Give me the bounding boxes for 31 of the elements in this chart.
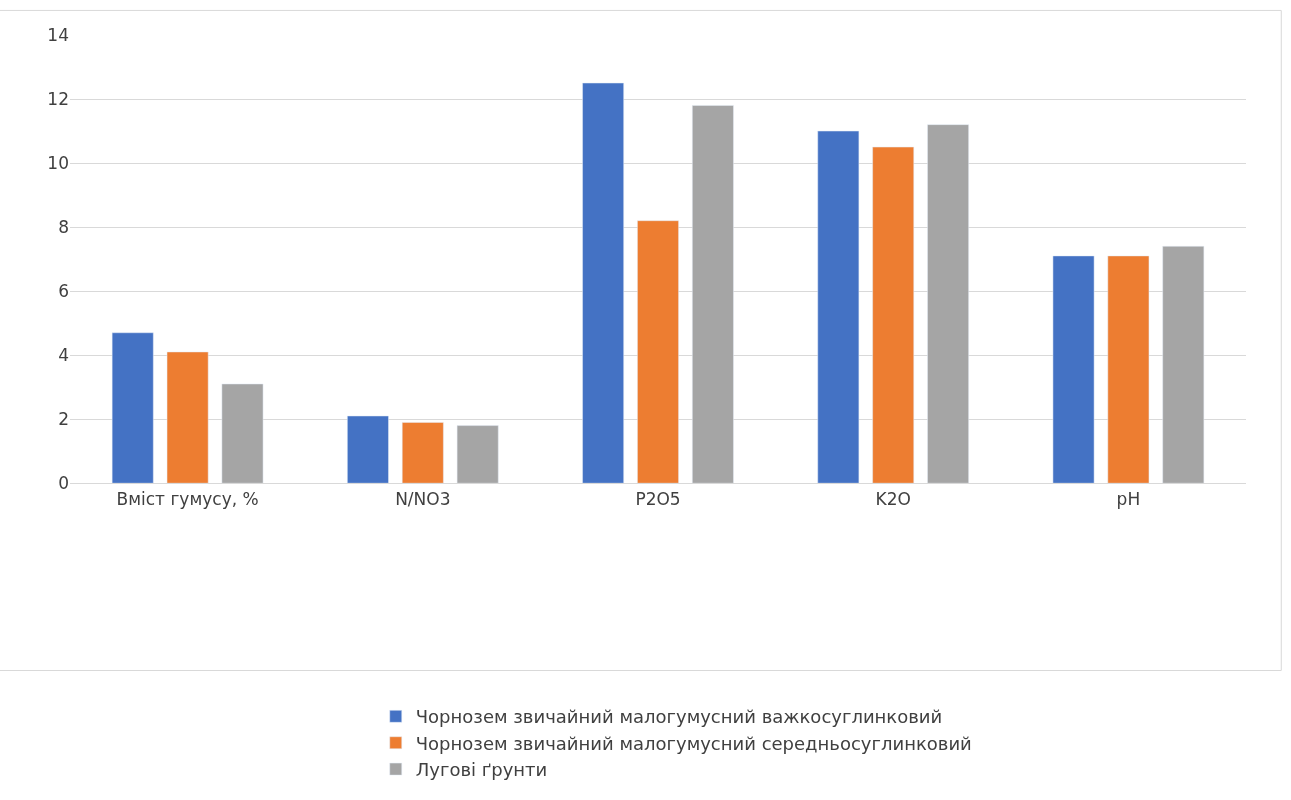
y-tick-label: 0 (58, 473, 69, 494)
y-tick-label: 10 (47, 153, 69, 174)
bar (582, 82, 624, 484)
bar (1162, 246, 1205, 484)
y-tick-label: 12 (47, 88, 69, 109)
bar (637, 220, 679, 484)
bar (221, 383, 264, 484)
bar (872, 146, 915, 484)
bar (111, 332, 154, 484)
x-tick-label: pH (1116, 488, 1141, 509)
y-tick-label: 6 (58, 281, 69, 302)
x-tick-label: P2O5 (635, 488, 681, 509)
bar (401, 422, 444, 484)
x-tick-label: N/NO3 (395, 488, 451, 509)
y-tick-label: 4 (58, 345, 69, 366)
bar (456, 425, 499, 484)
bar (927, 124, 969, 484)
bar (1107, 255, 1150, 484)
legend-label: Чорнозем звичайний малогумусний важкосуглинковий (415, 706, 943, 728)
legend-label: Лугові ґрунти (415, 759, 548, 781)
x-tick-label: K2O (875, 488, 911, 509)
bar (692, 105, 734, 484)
y-tick-label: 2 (58, 409, 69, 430)
bar (1052, 255, 1095, 484)
bar (347, 415, 389, 484)
bar (817, 130, 860, 484)
bar (166, 351, 209, 484)
legend-label: Чорнозем звичайний малогумусний середньосуглинковий (415, 732, 972, 754)
x-tick-label: Вміст гумусу, % (116, 488, 259, 509)
y-tick-label: 8 (58, 217, 69, 238)
y-tick-label: 14 (47, 24, 69, 45)
